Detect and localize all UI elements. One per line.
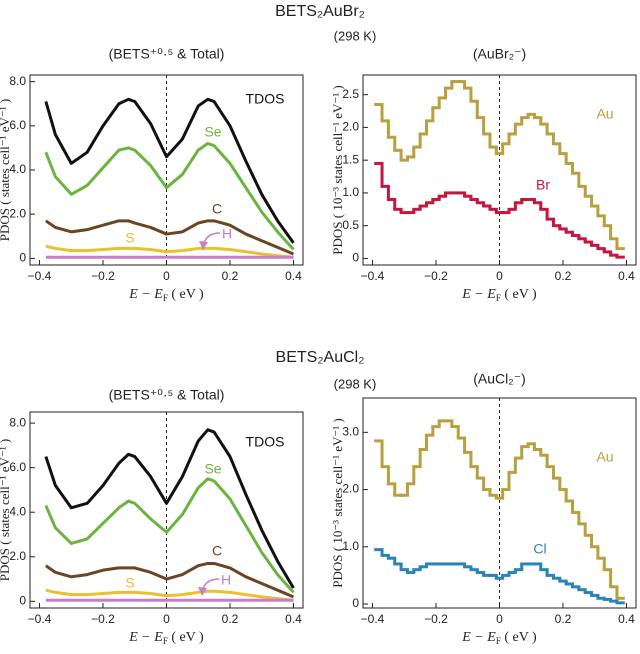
series-line [45,561,295,599]
series-label: Br [536,177,550,193]
series-label: TDOS [246,434,285,450]
series-label: S [125,230,134,246]
y-tick-label: 0 [352,596,359,610]
x-tick-label: 0 [163,269,170,283]
plot-frame [362,74,637,266]
y-tick-label: 1.5 [342,152,359,166]
y-tick-label: 2.0 [342,120,359,134]
series-label: H [221,572,231,588]
series-line [44,428,295,589]
x-axis-label-part: E − E [128,287,163,302]
series-label: Au [596,449,613,465]
x-axis-label-part: ( eV ) [168,630,204,645]
x-tick-label: 0.4 [285,612,302,626]
group-title: BETS₂AuCl₂ [276,349,365,366]
x-axis-label: E − EF ( eV ) [461,630,537,646]
series-line [45,244,294,259]
x-axis-label-part: F [496,293,501,303]
y-tick-label: 0 [19,593,26,607]
x-tick-label: 0 [496,612,503,626]
series-label: Cl [533,541,546,557]
y-tick-label: 0 [352,251,359,265]
x-axis-label-part: ( eV ) [501,287,537,302]
x-axis-label: E − EF ( eV ) [128,287,204,303]
x-tick-label: 0.4 [618,612,635,626]
series-line [45,219,295,256]
series-line [45,588,294,602]
x-tick-label: −0.2 [424,612,448,626]
x-axis-label-part: E − E [461,630,496,645]
x-tick-label: −0.2 [91,612,115,626]
y-tick-label: 6.0 [9,118,26,132]
label-arrowhead [199,241,208,250]
y-tick-label: 2.0 [342,482,359,496]
x-axis-label-part: E − E [461,287,496,302]
group-title: BETS₂AuBr₂ [275,3,365,20]
y-axis-label: PDOS ( states cell⁻¹ eV⁻¹ ) [0,99,12,241]
y-tick-label: 4.0 [9,162,26,176]
series-label: H [222,226,232,242]
y-axis-label: PDOS ( 10⁻³ states cell⁻¹ eV⁻¹ ) [330,418,345,587]
y-tick-label: 8.0 [9,74,26,88]
series-line [44,477,295,594]
series-label: Se [204,461,221,477]
series-label: TDOS [246,91,285,107]
x-axis-label-part: ( eV ) [168,287,204,302]
x-axis-label: E − EF ( eV ) [461,287,537,303]
x-axis-label-part: ( eV ) [501,630,537,645]
x-tick-label: 0.2 [555,269,572,283]
series-label: C [212,201,222,217]
x-tick-label: 0 [163,612,170,626]
panel-title: (BETS⁺⁰·⁵ & Total) [109,46,225,62]
x-axis-label-part: F [496,636,501,646]
x-tick-label: −0.4 [28,612,52,626]
group-subtitle: (298 K) [334,28,377,43]
x-tick-label: 0.4 [618,269,635,283]
series-line [44,141,295,251]
x-tick-label: −0.4 [28,269,52,283]
series-label: S [125,575,134,591]
series-label: C [212,543,222,559]
y-tick-label: 2.5 [342,87,359,101]
x-tick-label: 0.4 [285,269,302,283]
y-tick-label: 2.0 [9,549,26,563]
x-tick-label: 0.2 [222,269,239,283]
x-tick-label: 0.2 [555,612,572,626]
x-tick-label: −0.2 [91,269,115,283]
group-subtitle: (298 K) [334,376,377,391]
panel-title: (AuCl₂⁻) [473,371,526,387]
panel-title: (BETS⁺⁰·⁵ & Total) [109,387,225,403]
y-tick-label: 0 [19,251,26,265]
y-tick-label: 0.5 [342,218,359,232]
y-tick-label: 1.0 [342,539,359,553]
x-tick-label: −0.4 [361,269,385,283]
x-tick-label: 0.2 [222,612,239,626]
y-tick-label: 4.0 [9,504,26,518]
y-tick-label: 2.0 [9,206,26,220]
x-tick-label: −0.4 [361,612,385,626]
y-axis-label: PDOS ( 10⁻³ states cell⁻¹ eV⁻¹ ) [330,85,345,254]
y-tick-label: 1.0 [342,185,359,199]
x-axis-label-part: E − E [128,630,163,645]
y-tick-label: 6.0 [9,460,26,474]
x-axis-label-part: F [163,293,168,303]
panel-title: (AuBr₂⁻) [473,46,526,62]
y-axis-label: PDOS ( states cell⁻¹ eV⁻¹ ) [0,439,12,581]
label-arrowhead [198,587,207,596]
series-label: Au [596,106,613,122]
y-tick-label: 8.0 [9,415,26,429]
y-tick-label: 3.0 [342,425,359,439]
series-label: Se [204,124,221,140]
x-axis-label-part: F [163,636,168,646]
series-line [44,97,295,244]
x-axis-label: E − EF ( eV ) [128,630,204,646]
x-tick-label: −0.2 [424,269,448,283]
x-tick-label: 0 [496,269,503,283]
